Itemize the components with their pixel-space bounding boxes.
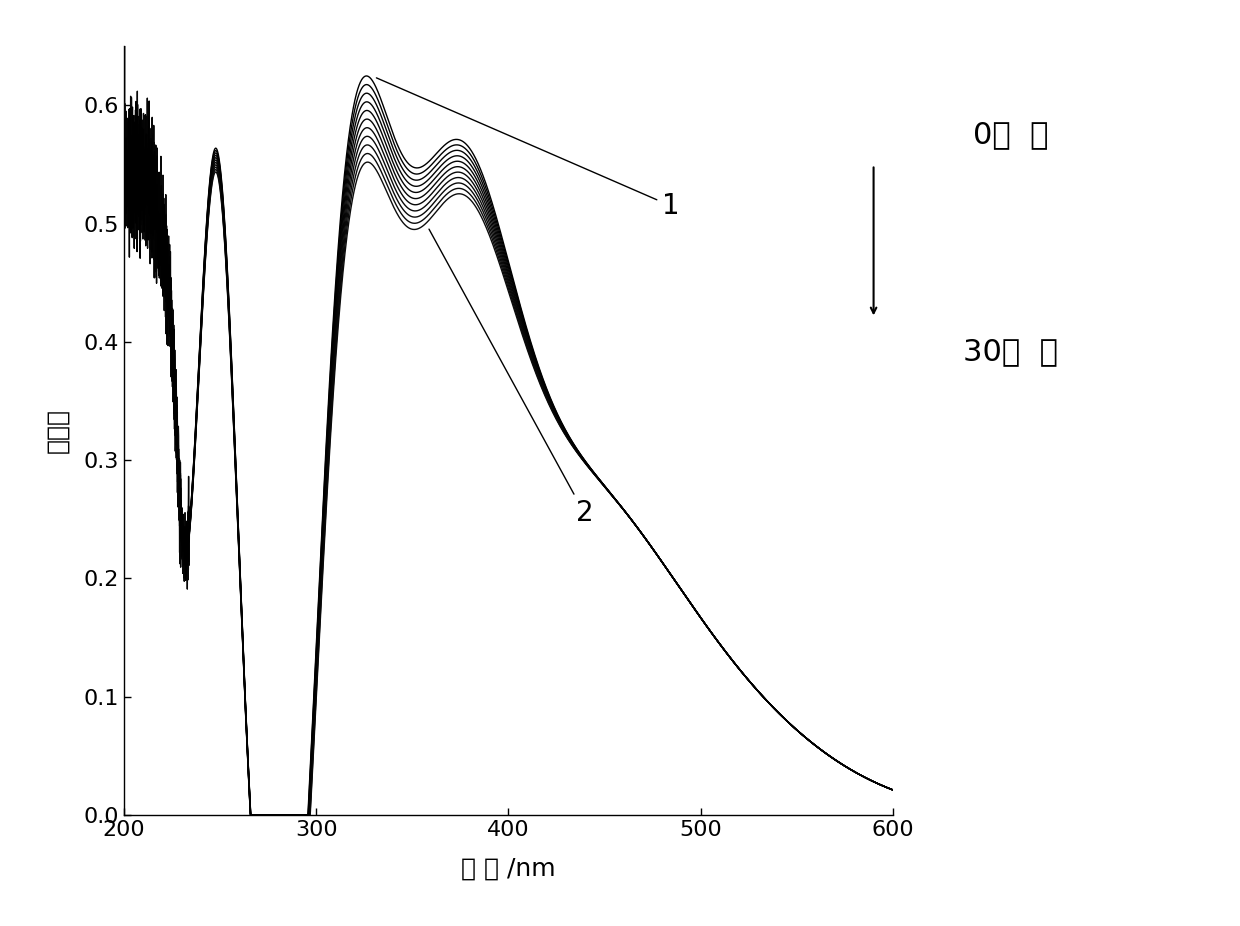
Text: 2: 2 xyxy=(429,229,593,528)
Text: 30分  钟: 30分 钟 xyxy=(963,337,1058,367)
Text: 1: 1 xyxy=(377,78,680,220)
Y-axis label: 吸光度: 吸光度 xyxy=(46,408,69,453)
Text: 0分  钟: 0分 钟 xyxy=(973,119,1048,149)
X-axis label: 波 长 /nm: 波 长 /nm xyxy=(461,857,556,881)
